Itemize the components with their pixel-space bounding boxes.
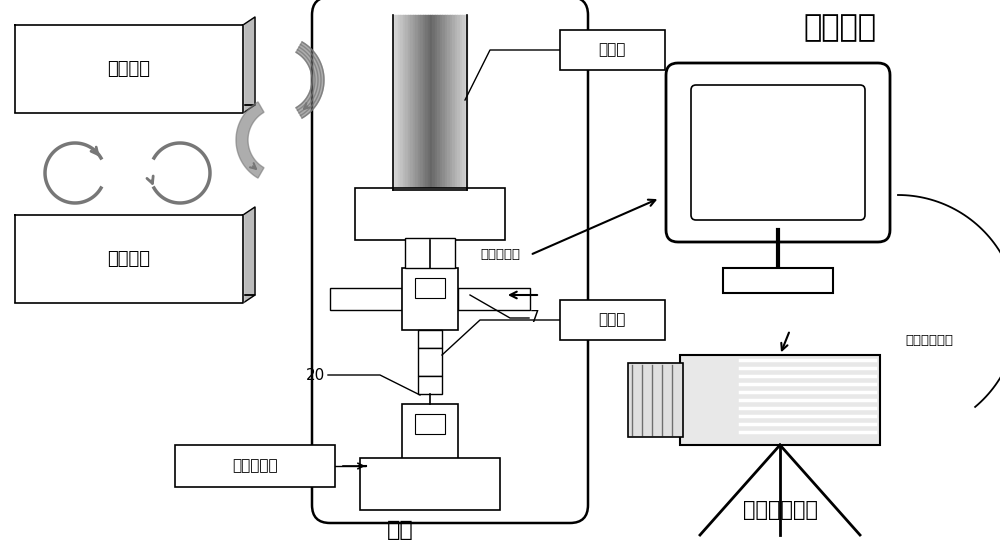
Bar [402, 404, 458, 459]
Text: 试验件: 试验件 [598, 312, 626, 327]
Text: 控制系统: 控制系统 [804, 13, 876, 43]
Bar [415, 278, 445, 298]
Text: 控制试验机: 控制试验机 [480, 249, 520, 261]
Bar [560, 300, 665, 340]
FancyBboxPatch shape [666, 63, 890, 242]
Polygon shape [15, 215, 243, 303]
Polygon shape [15, 295, 255, 303]
Text: 7: 7 [530, 310, 540, 326]
Bar [175, 445, 335, 487]
Bar [418, 348, 442, 376]
Bar [723, 268, 833, 293]
Text: 动载荷传感: 动载荷传感 [232, 459, 278, 474]
Bar [458, 288, 530, 310]
Polygon shape [15, 25, 243, 113]
Polygon shape [27, 207, 255, 303]
Text: 机架: 机架 [387, 520, 413, 540]
Polygon shape [15, 105, 255, 113]
Bar [355, 188, 505, 240]
Text: 高速摄像系统: 高速摄像系统 [742, 500, 818, 520]
Polygon shape [236, 102, 264, 178]
Text: 20: 20 [306, 367, 325, 382]
Bar [402, 268, 458, 330]
Bar [628, 363, 683, 437]
Bar [418, 376, 442, 394]
Bar [405, 238, 455, 268]
Bar [330, 288, 402, 310]
FancyBboxPatch shape [691, 85, 865, 220]
Text: 触发高速摄像: 触发高速摄像 [905, 334, 953, 346]
Text: 液压系统: 液压系统 [108, 60, 150, 78]
Bar [560, 30, 665, 70]
Bar [415, 414, 445, 434]
Polygon shape [296, 42, 324, 118]
Bar [418, 330, 442, 348]
Text: 液压系统: 液压系统 [108, 250, 150, 268]
Text: 作动缸: 作动缸 [598, 43, 626, 58]
Polygon shape [27, 17, 255, 113]
Bar [680, 355, 880, 445]
Bar [360, 458, 500, 510]
